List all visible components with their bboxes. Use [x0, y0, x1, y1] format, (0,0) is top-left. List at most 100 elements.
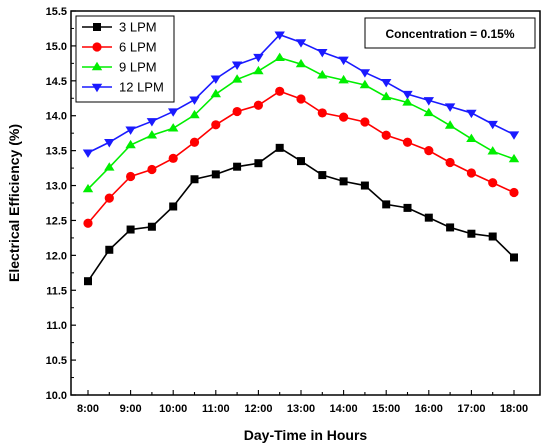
legend-marker: [91, 83, 103, 93]
data-point: [190, 175, 199, 184]
data-point: [339, 177, 348, 186]
data-point: [466, 168, 476, 178]
data-point: [317, 108, 327, 118]
data-point: [444, 103, 456, 112]
data-point: [381, 91, 392, 101]
data-point: [231, 61, 243, 70]
data-point: [360, 117, 370, 127]
data-point: [232, 106, 242, 117]
data-point: [211, 170, 220, 179]
data-point: [488, 178, 498, 188]
concentration-annotation: Concentration = 0.15%: [385, 27, 514, 41]
data-point: [189, 109, 200, 119]
data-point: [125, 126, 136, 135]
data-point: [381, 130, 391, 140]
y-tick-label: 13.5: [46, 146, 67, 158]
x-tick-label: 13:00: [287, 403, 315, 415]
y-tick-label: 12.5: [46, 215, 67, 227]
x-tick-label: 10:00: [159, 403, 187, 415]
x-tick-label: 18:00: [500, 403, 528, 415]
data-point: [210, 75, 221, 84]
data-point: [210, 88, 221, 98]
legend-label: 9 LPM: [119, 60, 157, 75]
data-point: [446, 223, 455, 232]
data-point: [169, 202, 178, 211]
data-point: [381, 78, 392, 88]
data-point: [317, 70, 328, 79]
data-point: [467, 229, 476, 238]
y-tick-label: 15.0: [46, 41, 67, 53]
y-tick-label: 15.5: [46, 6, 67, 18]
data-point: [146, 130, 158, 139]
series-3: [82, 52, 520, 193]
legend-item-3: 9 LPM: [82, 60, 157, 75]
x-tick-label: 9:00: [120, 403, 142, 415]
y-tick-label: 10.0: [46, 390, 67, 402]
data-point: [444, 120, 456, 129]
data-point: [488, 232, 497, 241]
data-point: [508, 131, 520, 140]
y-tick-label: 13.0: [46, 181, 67, 193]
data-point: [295, 39, 307, 48]
x-axis-title: Day-Time in Hours: [244, 427, 368, 443]
data-point: [424, 146, 434, 156]
series-2: [83, 86, 519, 228]
data-point: [254, 159, 263, 168]
data-point: [275, 86, 285, 96]
data-point: [487, 120, 498, 130]
data-point: [253, 53, 264, 63]
data-point: [168, 153, 178, 163]
data-point: [403, 203, 412, 212]
data-point: [105, 245, 114, 254]
data-point: [274, 31, 285, 40]
y-tick-label: 12.0: [46, 250, 67, 262]
data-point: [338, 74, 349, 84]
data-point: [317, 48, 328, 58]
data-point: [445, 157, 455, 168]
y-tick-label: 14.0: [46, 111, 67, 123]
data-point: [147, 222, 156, 231]
y-tick-label: 11.5: [46, 285, 67, 297]
data-point: [104, 162, 115, 171]
x-tick-label: 16:00: [415, 403, 443, 415]
y-tick-label: 14.5: [46, 76, 67, 88]
data-point: [82, 149, 94, 158]
y-tick-label: 11.0: [46, 320, 67, 332]
data-point: [233, 162, 242, 171]
data-point: [359, 69, 371, 78]
data-point: [466, 133, 477, 142]
data-point: [126, 225, 135, 234]
data-point: [211, 120, 221, 130]
legend-item-2: 6 LPM: [82, 40, 157, 55]
series-1: [84, 143, 518, 286]
data-point: [402, 97, 413, 106]
data-point: [510, 253, 518, 262]
data-point: [487, 146, 498, 155]
data-point: [466, 109, 477, 119]
series-4: [82, 31, 520, 158]
data-point: [424, 213, 433, 222]
data-point: [339, 112, 349, 122]
legend: 3 LPM 6 LPM 9 LPM 12 LPM: [75, 15, 175, 103]
legend-marker: [92, 42, 102, 52]
data-point: [84, 277, 92, 286]
data-point: [295, 58, 307, 68]
data-point: [168, 123, 179, 132]
x-tick-label: 8:00: [77, 403, 99, 415]
data-point: [147, 164, 157, 175]
data-point: [338, 56, 349, 66]
x-tick-label: 12:00: [244, 403, 272, 415]
legend-marker: [91, 61, 103, 71]
legend-item-1: 3 LPM: [82, 20, 157, 35]
data-point: [402, 90, 413, 100]
y-tick-label: 10.5: [46, 355, 67, 367]
data-point: [275, 143, 284, 152]
data-point: [318, 171, 327, 180]
data-point: [82, 183, 94, 193]
data-point: [423, 107, 434, 117]
data-point: [253, 65, 264, 75]
data-point: [253, 100, 263, 110]
data-point: [508, 153, 520, 163]
data-point: [189, 96, 200, 105]
